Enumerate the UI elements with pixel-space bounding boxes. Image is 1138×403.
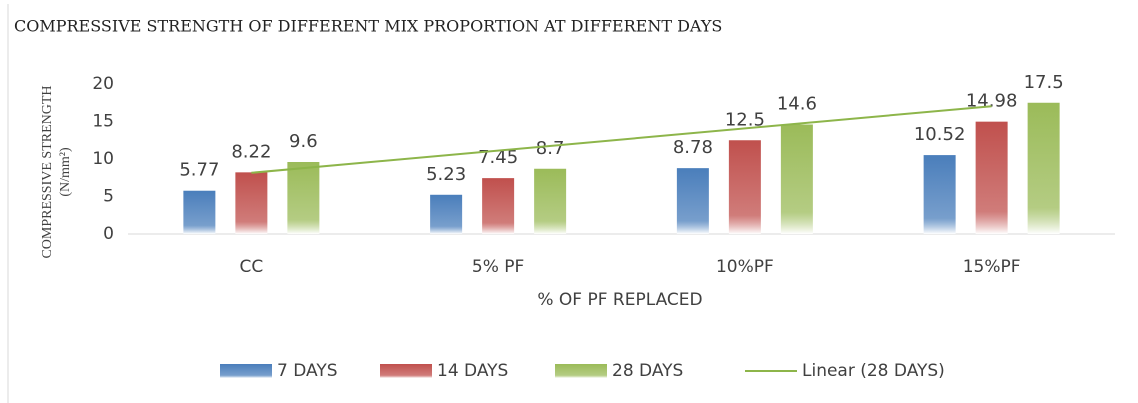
y-axis-label: COMPRESSIVE STRENGTH (40, 85, 55, 258)
bar (534, 168, 567, 234)
legend-label: 7 DAYS (277, 361, 338, 381)
bar (430, 194, 463, 234)
x-tick-label: CC (240, 257, 264, 277)
bar (676, 168, 709, 234)
data-label: 14.6 (777, 94, 817, 115)
legend-swatch (555, 364, 607, 378)
data-label: 8.7 (536, 138, 565, 159)
y-tick-label: 15 (92, 112, 114, 132)
chart-title: COMPRESSIVE STRENGTH OF DIFFERENT MIX PR… (14, 17, 722, 36)
x-tick-label: 5% PF (472, 257, 524, 277)
legend-swatch (380, 364, 432, 378)
data-label: 5.77 (179, 160, 219, 181)
legend-label: 14 DAYS (437, 361, 508, 381)
bar (235, 172, 268, 234)
x-tick-label: 15%PF (963, 257, 1021, 277)
data-label: 10.52 (914, 124, 966, 145)
data-label: 9.6 (289, 131, 318, 152)
x-tick-label: 10%PF (716, 257, 774, 277)
bar (1027, 102, 1060, 234)
trendline (251, 105, 992, 174)
bar (482, 178, 515, 234)
legend-swatch (220, 364, 272, 378)
bar (728, 140, 761, 234)
legend-label: Linear (28 DAYS) (802, 361, 945, 381)
y-tick-label: 10 (92, 149, 114, 169)
bar (975, 121, 1008, 234)
y-axis-label: (N/mm²) (58, 147, 73, 197)
bar (780, 124, 813, 234)
data-label: 8.22 (231, 141, 271, 162)
bar (183, 190, 216, 234)
bar (923, 155, 956, 234)
legend-label: 28 DAYS (612, 361, 683, 381)
bar (287, 162, 320, 234)
y-tick-label: 5 (103, 187, 114, 207)
data-label: 5.23 (426, 164, 466, 185)
data-label: 17.5 (1024, 72, 1064, 93)
data-label: 8.78 (673, 137, 713, 158)
y-tick-label: 20 (92, 74, 114, 94)
y-tick-label: 0 (103, 224, 114, 244)
x-axis-label: % OF PF REPLACED (537, 290, 702, 310)
data-label: 12.5 (725, 109, 765, 130)
